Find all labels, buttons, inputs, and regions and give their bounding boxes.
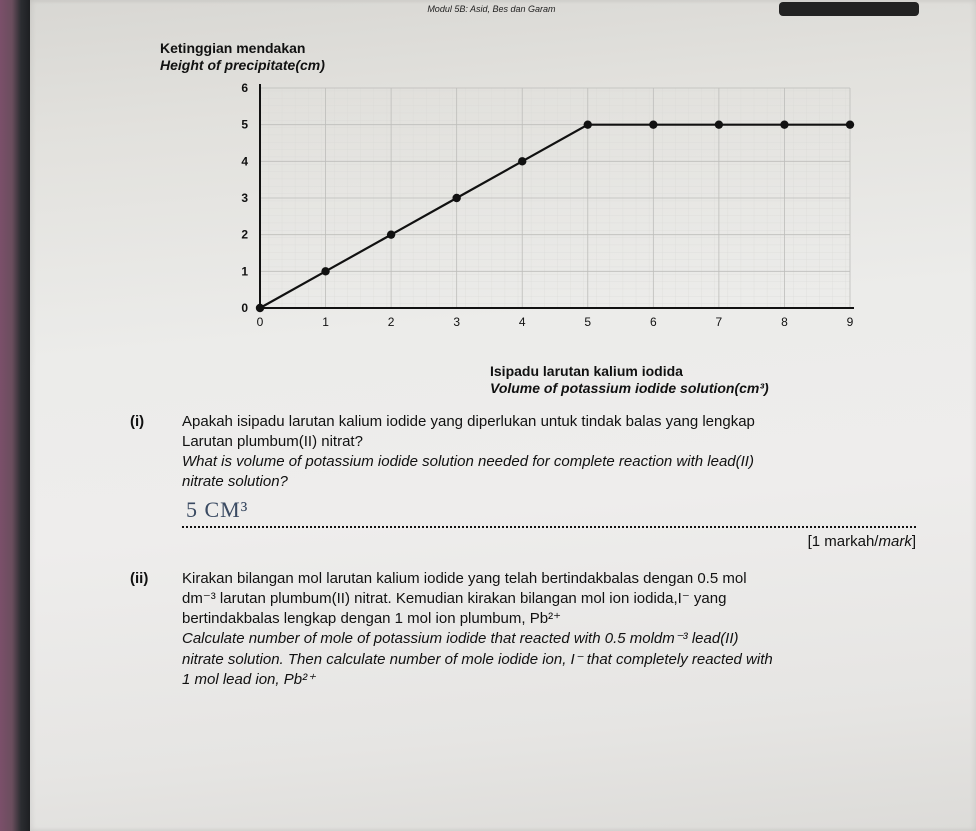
qii-en-line1: Calculate number of mole of potassium io…	[182, 629, 916, 649]
svg-text:5: 5	[241, 117, 248, 131]
qi-student-answer: 5 CM³	[186, 495, 916, 525]
svg-text:0: 0	[241, 301, 248, 315]
svg-text:1: 1	[241, 264, 248, 278]
y-axis-title-ms: Ketinggian mendakan	[160, 40, 305, 56]
qi-en-line2: nitrate solution?	[182, 472, 916, 492]
qii-en-line3: 1 mol lead ion, Pb²⁺	[182, 670, 916, 690]
qi-ms-line1: Apakah isipadu larutan kalium iodide yan…	[182, 412, 916, 432]
question-i: (i) Apakah isipadu larutan kalium iodide…	[130, 412, 916, 563]
svg-text:3: 3	[241, 191, 248, 205]
answer-dotted-line	[182, 526, 916, 528]
x-axis-title-ms: Isipadu larutan kalium iodida	[490, 363, 683, 379]
module-title: Modul 5B: Asid, Bes dan Garam	[427, 4, 555, 14]
page-header-strip: Modul 5B: Asid, Bes dan Garam	[427, 0, 919, 18]
svg-text:4: 4	[241, 154, 248, 168]
qii-ms-line3: bertindakbalas lengkap dengan 1 mol ion …	[182, 609, 916, 629]
svg-text:8: 8	[781, 315, 788, 329]
x-axis-title: Isipadu larutan kalium iodida Volume of …	[490, 363, 916, 398]
question-ii-number: (ii)	[130, 569, 164, 691]
qii-ms-line2: dm⁻³ larutan plumbum(II) nitrat. Kemudia…	[182, 589, 916, 609]
qi-ms-line2: Larutan plumbum(II) nitrat?	[182, 432, 916, 452]
qi-en-line1: What is volume of potassium iodide solut…	[182, 452, 916, 472]
svg-text:6: 6	[650, 315, 657, 329]
qii-ms-line1: Kirakan bilangan mol larutan kalium iodi…	[182, 569, 916, 589]
chart-svg: 0 1 2 3 4 5 6 7 8 9 0 1 2 3 4 5 6	[190, 76, 870, 336]
x-axis-title-en: Volume of potassium iodide solution(cm³)	[490, 380, 916, 398]
svg-text:9: 9	[847, 315, 854, 329]
qii-en-line2: nitrate solution. Then calculate number …	[182, 650, 916, 670]
svg-text:2: 2	[241, 227, 248, 241]
svg-text:1: 1	[322, 315, 329, 329]
svg-text:6: 6	[241, 81, 248, 95]
y-axis-title: Ketinggian mendakan Height of precipitat…	[160, 40, 916, 74]
publisher-logo	[779, 2, 919, 16]
worksheet-page: Modul 5B: Asid, Bes dan Garam Ketinggian…	[30, 0, 976, 831]
y-axis-title-en: Height of precipitate(cm)	[160, 57, 916, 74]
question-i-number: (i)	[130, 412, 164, 563]
svg-text:0: 0	[257, 315, 264, 329]
svg-text:3: 3	[453, 315, 460, 329]
question-ii: (ii) Kirakan bilangan mol larutan kalium…	[130, 569, 916, 691]
precipitate-chart: 0 1 2 3 4 5 6 7 8 9 0 1 2 3 4 5 6	[190, 76, 916, 341]
svg-text:7: 7	[716, 315, 723, 329]
svg-text:5: 5	[584, 315, 591, 329]
qi-marks: [1 markah/mark]	[182, 532, 916, 552]
svg-text:4: 4	[519, 315, 526, 329]
svg-text:2: 2	[388, 315, 395, 329]
page-left-edge	[0, 0, 30, 831]
